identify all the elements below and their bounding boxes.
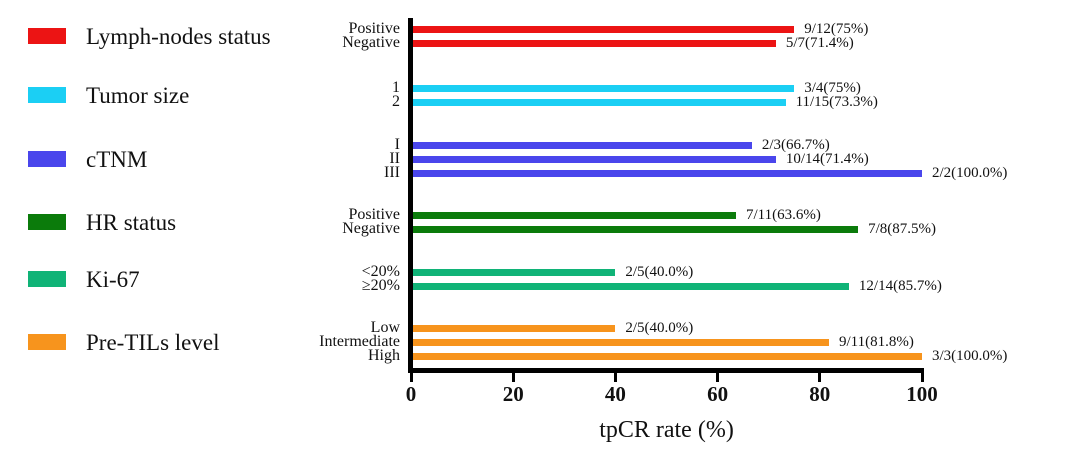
legend-label-3: HR status bbox=[86, 209, 177, 235]
legend-swatch-3 bbox=[28, 214, 66, 230]
bar bbox=[413, 155, 776, 163]
bar-annotation: 2/3(66.7%) bbox=[761, 136, 830, 153]
bar-annotation: 5/7(71.4%) bbox=[785, 34, 854, 51]
bar bbox=[413, 225, 859, 233]
bar-annotation: 11/15(73.3%) bbox=[795, 93, 878, 110]
category-label: I bbox=[394, 136, 400, 153]
category-label: Positive bbox=[348, 206, 400, 223]
legend-swatch-0 bbox=[28, 28, 66, 44]
y-axis-line bbox=[408, 18, 413, 373]
category-label: High bbox=[368, 347, 400, 364]
tick-label-80: 80 bbox=[809, 382, 831, 406]
tick-mark-80 bbox=[818, 373, 822, 382]
category-label: Intermediate bbox=[319, 333, 400, 350]
category-label: Positive bbox=[348, 20, 400, 37]
legend-label-0: Lymph-nodes status bbox=[86, 23, 271, 49]
bar bbox=[413, 25, 795, 33]
bar-annotation: 7/8(87.5%) bbox=[868, 220, 937, 237]
category-label: 1 bbox=[392, 79, 400, 96]
bar-annotation: 10/14(71.4%) bbox=[785, 150, 869, 167]
tick-mark-100 bbox=[920, 373, 924, 382]
category-label: <20% bbox=[361, 263, 400, 280]
bar-annotation: 2/5(40.0%) bbox=[625, 263, 694, 280]
tick-label-20: 20 bbox=[502, 382, 524, 406]
x-axis-line bbox=[408, 368, 924, 373]
bar-annotation: 2/2(100.0%) bbox=[932, 164, 1008, 181]
bar bbox=[413, 282, 849, 290]
legend-label-1: Tumor size bbox=[86, 82, 190, 108]
legend-swatch-2 bbox=[28, 151, 66, 167]
bar-annotation: 3/3(100.0%) bbox=[932, 347, 1008, 364]
category-label: Low bbox=[370, 319, 400, 336]
bar bbox=[413, 338, 829, 346]
bar bbox=[413, 84, 795, 92]
tick-mark-60 bbox=[716, 373, 720, 382]
tick-label-60: 60 bbox=[707, 382, 729, 406]
tick-mark-0 bbox=[409, 373, 413, 382]
bar bbox=[413, 169, 922, 177]
bar-annotation: 9/12(75%) bbox=[804, 20, 869, 37]
category-label: III bbox=[384, 164, 400, 181]
bar bbox=[413, 141, 752, 149]
bar-annotation: 9/11(81.8%) bbox=[838, 333, 914, 350]
bar bbox=[413, 39, 776, 47]
tick-mark-40 bbox=[613, 373, 617, 382]
bar bbox=[413, 211, 736, 219]
x-axis-title: tpCR rate (%) bbox=[599, 417, 734, 443]
category-label: II bbox=[389, 150, 400, 167]
bar bbox=[413, 268, 616, 276]
tick-label-0: 0 bbox=[405, 382, 417, 406]
bar-annotation: 7/11(63.6%) bbox=[745, 206, 821, 223]
legend-label-4: Ki-67 bbox=[86, 266, 140, 292]
tick-mark-20 bbox=[511, 373, 515, 382]
category-label: Negative bbox=[342, 220, 400, 237]
tick-label-100: 100 bbox=[906, 382, 938, 406]
bar bbox=[413, 324, 616, 332]
legend-label-5: Pre-TILs level bbox=[86, 329, 220, 355]
legend-swatch-4 bbox=[28, 271, 66, 287]
bar bbox=[413, 352, 922, 360]
legend-label-2: cTNM bbox=[86, 146, 148, 172]
bar-annotation: 3/4(75%) bbox=[804, 79, 861, 96]
category-label: 2 bbox=[392, 93, 400, 110]
bar bbox=[413, 98, 786, 106]
tick-label-40: 40 bbox=[604, 382, 626, 406]
legend-swatch-1 bbox=[28, 87, 66, 103]
bar-annotation: 2/5(40.0%) bbox=[625, 319, 694, 336]
legend-swatch-5 bbox=[28, 334, 66, 350]
category-label: Negative bbox=[342, 34, 400, 51]
bar-annotation: 12/14(85.7%) bbox=[858, 277, 942, 294]
category-label: ≥20% bbox=[361, 277, 400, 294]
